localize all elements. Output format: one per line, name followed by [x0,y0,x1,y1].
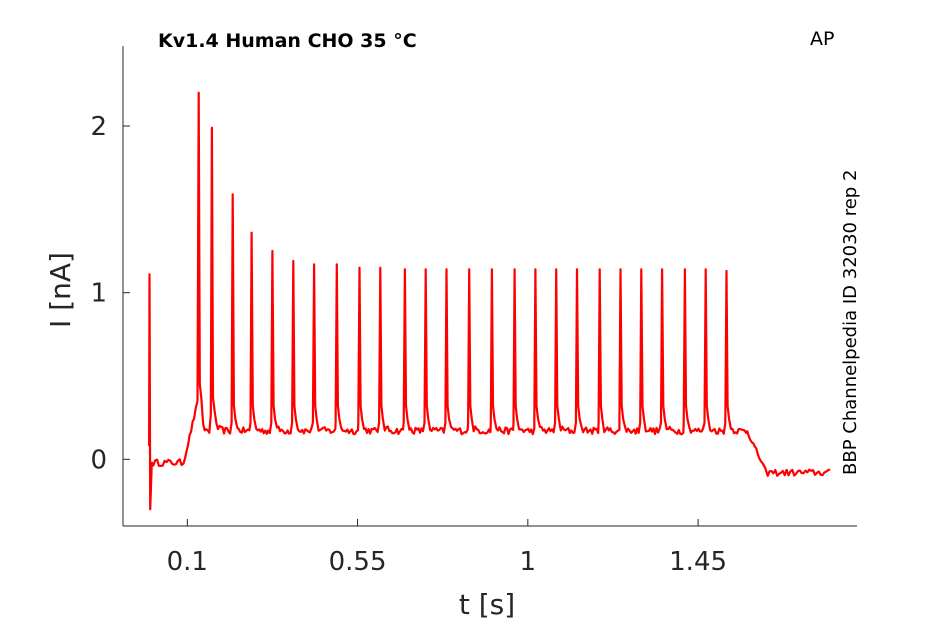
x-axis-label: t [s] [459,588,515,621]
x-tick-label: 1 [520,547,537,577]
y-axis-label: I [nA] [44,252,77,328]
x-tick-label: 1.45 [669,547,727,577]
x-tick-label: 0.1 [167,547,208,577]
x-ticks: 0.1 0.55 1 1.45 [167,519,727,577]
series-line-current [148,91,831,511]
corner-label: AP [810,28,834,50]
chart-title: Kv1.4 Human CHO 35 °C [158,30,417,52]
x-tick-label: 0.55 [329,547,387,577]
y-tick-label: 1 [90,279,107,309]
y-tick-label: 2 [90,112,107,142]
y-tick-label: 0 [90,445,107,475]
y-ticks: 0 1 2 [90,112,130,475]
side-label: BBP Channelpedia ID 32030 rep 2 [840,170,861,475]
